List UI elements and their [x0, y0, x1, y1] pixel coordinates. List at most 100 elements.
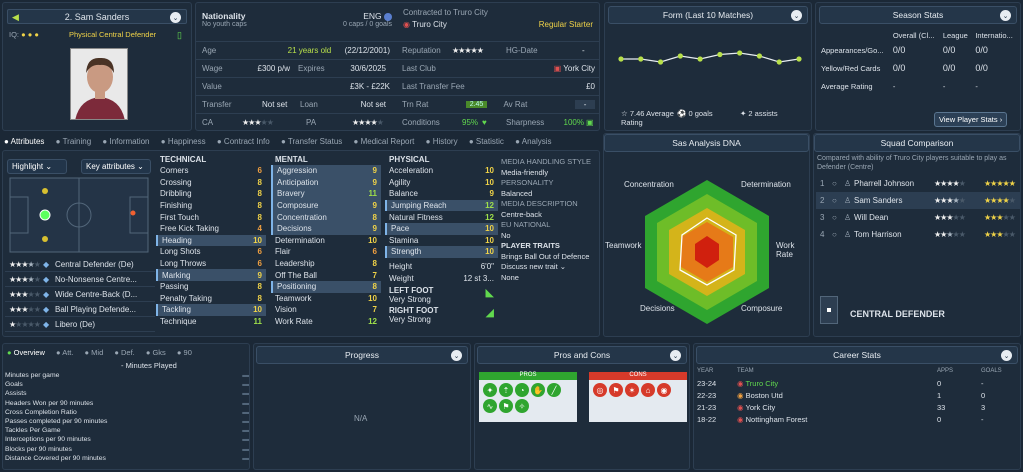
dna-header: Sas Analysis DNA: [604, 134, 809, 152]
squad-row[interactable]: 3 ○ ♙ Will Dean ★★★★★ ★★★★★: [816, 209, 1020, 226]
tab-overview[interactable]: ● Overview: [7, 348, 45, 357]
season-cell: -: [975, 81, 978, 91]
technical-attr-row[interactable]: Free Kick Taking 4: [156, 223, 266, 235]
role-row[interactable]: ★★★★★ ◆ Wide Centre-Back (D...: [5, 287, 155, 302]
mental-attr-row[interactable]: Leadership 8: [271, 258, 381, 270]
player-selector[interactable]: 2. Sam Sanders ⌄: [7, 9, 187, 24]
technical-attr-row[interactable]: Penalty Taking 8: [156, 293, 266, 305]
role-stars-icon: ★★★★★: [9, 259, 41, 269]
tab-mid[interactable]: ● Mid: [84, 348, 104, 357]
club-name[interactable]: Truro City: [412, 20, 447, 29]
tab-history[interactable]: ● History: [425, 137, 458, 146]
tab-analysis[interactable]: ● Analysis: [515, 137, 552, 146]
technical-attr-row[interactable]: Long Throws 6: [156, 258, 266, 270]
career-team[interactable]: Nottingham Forest: [745, 414, 808, 424]
form-point[interactable]: [677, 53, 683, 59]
tab-information[interactable]: ● Information: [102, 137, 150, 146]
tab-bar: ● Attributes ● Training ● Information ● …: [4, 137, 599, 146]
form-point[interactable]: [796, 56, 802, 62]
technical-attr-row[interactable]: Technique 11: [156, 316, 266, 328]
tab-medical-report[interactable]: ● Medical Report: [353, 137, 415, 146]
pros-cons-header[interactable]: Pros and Cons ⌄: [477, 346, 687, 364]
mental-attr-row[interactable]: Concentration 8: [271, 211, 381, 223]
form-point[interactable]: [776, 59, 782, 65]
mental-attr-row[interactable]: Work Rate 12: [271, 316, 381, 328]
physical-attr-row[interactable]: Stamina 10: [385, 235, 498, 247]
season-header[interactable]: Season Stats ⌄: [819, 6, 1017, 24]
form-point[interactable]: [717, 51, 723, 58]
role-row[interactable]: ★★★★★ ◆ Libero (De): [5, 317, 155, 332]
squad-row[interactable]: 2 ○ ♙ Sam Sanders ★★★★★ ★★★★★: [816, 192, 1020, 209]
mental-attr-row[interactable]: Composure 9: [271, 199, 381, 212]
career-row[interactable]: 22-23 ◉ Boston Utd 1 0: [694, 389, 1020, 401]
career-row[interactable]: 18-22 ◉ Nottingham Forest 0 -: [694, 413, 1020, 425]
clipboard-icon[interactable]: ▯: [177, 30, 182, 40]
mental-attr-row[interactable]: Bravery 11: [271, 188, 381, 200]
physical-attr-row[interactable]: Natural Fitness 12: [385, 211, 498, 223]
discuss-trait-dropdown[interactable]: Discuss new trait ⌄: [501, 262, 567, 271]
physical-attr-row[interactable]: Pace 10: [385, 222, 498, 235]
physical-attr-row[interactable]: Balance 9: [385, 188, 498, 200]
physical-attr-row[interactable]: Agility 10: [385, 177, 498, 189]
mental-attr-row[interactable]: Vision 7: [271, 304, 381, 316]
last-club-value[interactable]: York City: [563, 64, 595, 73]
form-point[interactable]: [756, 53, 763, 59]
technical-attr-row[interactable]: Dribbling 8: [156, 188, 266, 200]
form-point[interactable]: [638, 56, 644, 62]
role-row[interactable]: ★★★★★ ◆ No-Nonsense Centre...: [5, 272, 155, 287]
mental-attr-row[interactable]: Positioning 8: [271, 280, 381, 293]
chevron-down-icon: ⌄: [791, 10, 802, 21]
form-point[interactable]: [657, 59, 664, 65]
mental-attr-row[interactable]: Teamwork 10: [271, 293, 381, 305]
role-row[interactable]: ★★★★★ ◆ Ball Playing Defende...: [5, 302, 155, 317]
physical-attr-row[interactable]: Acceleration 10: [385, 165, 498, 177]
career-team[interactable]: York City: [745, 402, 776, 412]
technical-attr-row[interactable]: Long Shots 6: [156, 246, 266, 258]
tab-transfer-status[interactable]: ● Transfer Status: [280, 137, 343, 146]
pro-icon: ⇡: [499, 383, 513, 397]
squad-row[interactable]: 1 ○ ♙ Pharrell Johnson ★★★★★ ★★★★★: [816, 175, 1020, 192]
tab-attributes[interactable]: ● Attributes: [4, 137, 45, 146]
form-point[interactable]: [697, 56, 703, 62]
technical-attr-row[interactable]: Marking 9: [156, 269, 266, 281]
form-point[interactable]: [618, 56, 624, 62]
media-info: MEDIA HANDLING STYLE Media-friendly PERS…: [501, 157, 599, 283]
tab-att[interactable]: ● Att.: [55, 348, 74, 357]
progress-header[interactable]: Progress ⌄: [256, 346, 468, 364]
form-header[interactable]: Form (Last 10 Matches) ⌄: [608, 6, 808, 24]
mental-attr-row[interactable]: Flair 6: [271, 246, 381, 258]
mental-attr-row[interactable]: Determination 10: [271, 235, 381, 247]
career-header[interactable]: Career Stats ⌄: [696, 346, 1018, 364]
squad-row[interactable]: 4 ○ ♙ Tom Harrison ★★★★★ ★★★★★: [816, 226, 1020, 243]
technical-attr-row[interactable]: First Touch 8: [156, 211, 266, 223]
career-row[interactable]: 21-23 ◉ York City 33 3: [694, 401, 1020, 413]
mental-attr-row[interactable]: Off The Ball 7: [271, 269, 381, 281]
back-arrow-icon[interactable]: ◀: [12, 12, 19, 22]
career-row[interactable]: 23-24 ◉ Truro City 0 -: [694, 377, 1020, 389]
tab-gks[interactable]: ● Gks: [145, 348, 166, 357]
technical-attr-row[interactable]: Tackling 10: [156, 304, 266, 316]
highlight-dropdown[interactable]: Highlight ⌄: [7, 159, 67, 174]
view-player-stats-button[interactable]: View Player Stats ›: [934, 112, 1008, 127]
key-attributes-dropdown[interactable]: Key attributes ⌄: [81, 159, 151, 174]
technical-attr-row[interactable]: Crossing 8: [156, 177, 266, 189]
technical-attr-row[interactable]: Corners 6: [156, 165, 266, 177]
technical-attr-row[interactable]: Heading 10: [156, 234, 266, 247]
technical-attr-row[interactable]: Finishing 8: [156, 200, 266, 212]
tab-statistic[interactable]: ● Statistic: [468, 137, 504, 146]
mental-attr-row[interactable]: Aggression 9: [271, 165, 381, 177]
form-point[interactable]: [737, 50, 743, 56]
tab-contract-info[interactable]: ● Contract Info: [216, 137, 270, 146]
tab-training[interactable]: ● Training: [55, 137, 92, 146]
mental-attr-row[interactable]: Decisions 9: [271, 222, 381, 235]
career-team[interactable]: Boston Utd: [745, 390, 783, 400]
tab-def[interactable]: ● Def.: [114, 348, 135, 357]
tab-happiness[interactable]: ● Happiness: [160, 137, 206, 146]
physical-attr-row[interactable]: Jumping Reach 12: [385, 199, 498, 212]
role-row[interactable]: ★★★★★ ◆ Central Defender (De): [5, 257, 155, 272]
mental-attr-row[interactable]: Anticipation 9: [271, 176, 381, 189]
tab-90[interactable]: ● 90: [176, 348, 192, 357]
technical-attr-row[interactable]: Passing 8: [156, 281, 266, 293]
physical-attr-row[interactable]: Strength 10: [385, 246, 498, 258]
career-team[interactable]: Truro City: [745, 378, 779, 388]
